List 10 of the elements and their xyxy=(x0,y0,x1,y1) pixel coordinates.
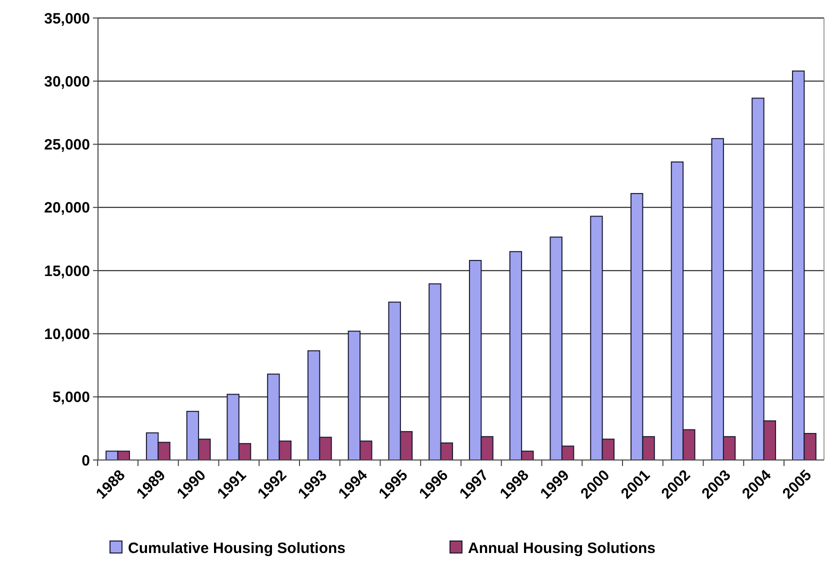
legend-label: Cumulative Housing Solutions xyxy=(128,540,346,557)
y-tick-label: 30,000 xyxy=(44,73,90,90)
y-tick-label: 0 xyxy=(82,452,90,470)
y-tick-label: 15,000 xyxy=(44,262,90,280)
y-tick-label: 5,000 xyxy=(52,389,90,406)
y-tick-label: 10,000 xyxy=(44,326,90,343)
y-tick-label: 35,000 xyxy=(44,10,90,28)
y-tick-label: 20,000 xyxy=(44,200,90,217)
y-tick-label: 25,000 xyxy=(44,136,90,154)
legend-label: Annual Housing Solutions xyxy=(468,540,656,557)
